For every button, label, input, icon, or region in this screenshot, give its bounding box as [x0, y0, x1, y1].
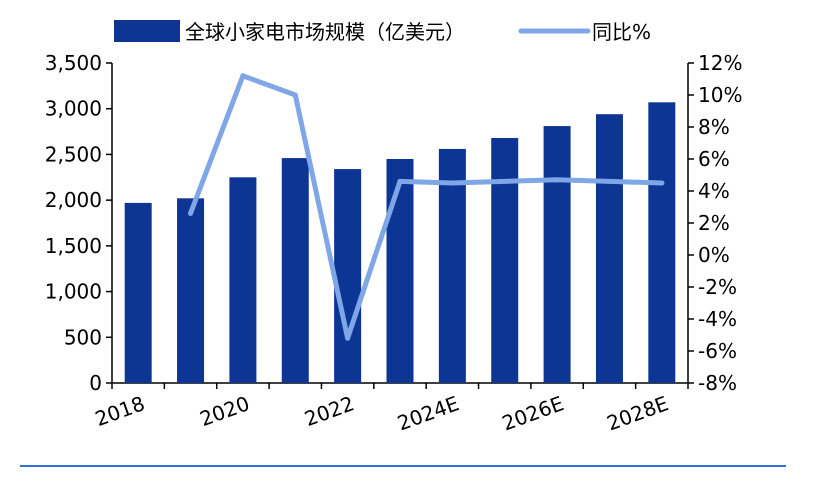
yoy-point-2020 [240, 73, 246, 79]
yoy-point-2027E [606, 178, 612, 184]
bar-2018 [124, 202, 152, 383]
axes: 0 500 1,000 1,500 2,000 2,500 3,000 3,500 -8% -6%… [45, 51, 743, 435]
legend: 全球小家电市场规模（亿美元） 同比% [114, 20, 651, 44]
right-axis-tick-label: 12% [698, 51, 742, 75]
left-axis-tick-label: 500 [64, 325, 102, 349]
left-axis-tick-label: 3,500 [45, 51, 102, 75]
bar-2022 [334, 169, 362, 383]
left-axis-tick-label: 1,500 [45, 234, 102, 258]
x-axis-tick-label: 2024E [394, 391, 462, 435]
bar-2020 [229, 177, 257, 383]
right-axis-tick-label: 8% [698, 115, 730, 139]
yoy-point-2019 [188, 210, 194, 216]
yoy-point-2023 [397, 178, 403, 184]
yoy-point-2028E [659, 180, 665, 186]
yoy-point-2021 [292, 92, 298, 98]
right-axis-tick-label: -8% [698, 371, 737, 395]
yoy-point-2025E [502, 178, 508, 184]
left-axis-tick-label: 2,000 [45, 188, 102, 212]
right-axis-tick-label: -4% [698, 307, 737, 331]
bar-2021 [281, 158, 309, 383]
x-axis-tick-label: 2028E [604, 391, 672, 435]
legend-bar-label: 全球小家电市场规模（亿美元） [185, 20, 465, 44]
legend-bar-swatch [114, 20, 180, 42]
yoy-point-2024E [449, 180, 455, 186]
legend-line-label: 同比% [592, 20, 651, 44]
yoy-line [188, 73, 665, 341]
left-axis-tick-label: 2,500 [45, 142, 102, 166]
right-axis-tick-label: 2% [698, 211, 730, 235]
bottom-rule [20, 465, 786, 467]
bar-2028E [648, 102, 676, 384]
bar-2019 [177, 198, 205, 383]
bar-series [124, 102, 676, 384]
right-axis-tick-label: -2% [698, 275, 737, 299]
left-axis-tick-label: 1,000 [45, 280, 102, 304]
bar-2024E [438, 148, 466, 383]
bar-2025E [491, 137, 519, 383]
bar-2027E [595, 114, 623, 383]
bar-2026E [543, 126, 571, 383]
right-axis-tick-label: -6% [698, 339, 737, 363]
yoy-point-2026E [554, 177, 560, 183]
x-axis-tick-label: 2020 [197, 391, 253, 431]
line-series [188, 73, 665, 341]
x-axis-tick-label: 2026E [499, 391, 567, 435]
right-axis-tick-label: 0% [698, 243, 730, 267]
left-axis-tick-label: 0 [89, 371, 102, 395]
bar-2023 [386, 159, 414, 383]
x-axis-tick-label: 2022 [301, 391, 357, 431]
right-axis-tick-label: 10% [698, 83, 742, 107]
right-axis-tick-label: 6% [698, 147, 730, 171]
right-axis-tick-label: 4% [698, 179, 730, 203]
yoy-point-2022 [345, 335, 351, 341]
left-axis-tick-label: 3,000 [45, 97, 102, 121]
x-axis-tick-label: 2018 [92, 391, 148, 431]
